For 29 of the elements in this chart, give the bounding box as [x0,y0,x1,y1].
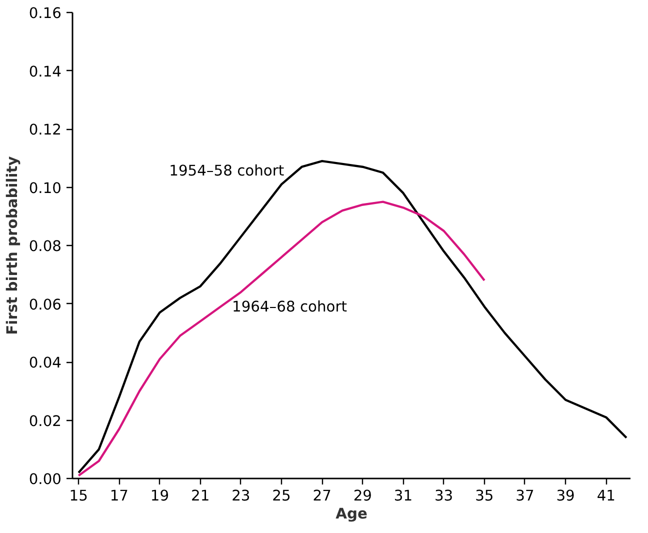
x-tick-label: 19 [150,488,170,504]
y-tick-label: 0.16 [28,5,62,22]
line-series [77,160,628,474]
y-tick-label: 0.12 [28,122,62,138]
x-tick-label: 21 [191,488,210,504]
x-tick-label: 17 [110,488,128,504]
x-tick-label: 23 [232,488,250,504]
x-tick-label: 37 [516,488,534,504]
x-tick-label: 29 [353,488,372,504]
y-tick-label: 0.10 [28,180,62,197]
x-tick-label: 33 [434,488,454,504]
x-axis-title: Age [336,506,368,522]
series-label: 1964–68 cohort [232,298,348,316]
x-tick-label: 39 [556,488,575,504]
y-tick-label: 0.02 [28,412,62,430]
line-series [77,200,486,477]
y-tick-label: 0.00 [28,471,62,488]
x-tick-label: 27 [312,488,332,504]
y-tick-label: 0.04 [28,354,62,372]
y-tick-label: 0.06 [28,296,62,314]
x-tick-label: 15 [69,488,88,504]
x-tick-label: 31 [394,488,413,504]
x-tick-label: 41 [596,488,616,504]
y-tick-label: 0.14 [28,63,62,80]
x-tick-label: 35 [475,488,494,504]
x-tick-label: 25 [272,488,291,504]
y-tick-label: 0.08 [28,238,62,255]
series-label: 1954–58 cohort [169,162,284,180]
y-axis-title: First birth probability [4,156,21,335]
